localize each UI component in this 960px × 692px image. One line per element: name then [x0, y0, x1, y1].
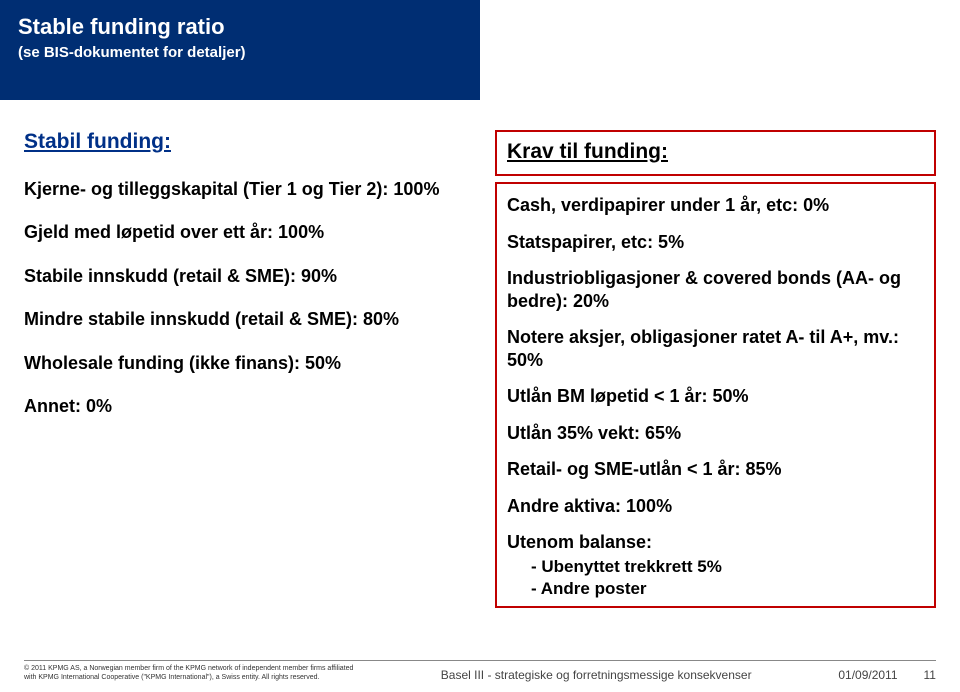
krav-body-box: Cash, verdipapirer under 1 år, etc: 0% S… — [495, 182, 936, 608]
left-line-1: Kjerne- og tilleggskapital (Tier 1 og Ti… — [24, 178, 465, 201]
right-line-3: Industriobligasjoner & covered bonds (AA… — [507, 267, 924, 312]
body: Stabil funding: Kjerne- og tilleggskapit… — [0, 100, 960, 608]
footer-date: 01/09/2011 — [838, 668, 897, 682]
right-line-5: Utlån BM løpetid < 1 år: 50% — [507, 385, 924, 408]
footer-right: 01/09/2011 11 — [838, 668, 936, 682]
right-line-11: - Andre poster — [531, 578, 924, 600]
copyright: © 2011 KPMG AS, a Norwegian member firm … — [24, 665, 354, 682]
left-heading: Stabil funding: — [24, 130, 465, 154]
right-line-10: - Ubenyttet trekkrett 5% — [531, 556, 924, 578]
right-line-7: Retail- og SME-utlån < 1 år: 85% — [507, 458, 924, 481]
krav-heading-box: Krav til funding: — [495, 130, 936, 176]
left-line-5: Wholesale funding (ikke finans): 50% — [24, 352, 465, 375]
right-line-4: Notere aksjer, obligasjoner ratet A- til… — [507, 326, 924, 371]
right-column: Krav til funding: Cash, verdipapirer und… — [495, 130, 936, 608]
slide-subtitle: (se BIS-dokumentet for detaljer) — [18, 44, 462, 61]
right-line-6: Utlån 35% vekt: 65% — [507, 422, 924, 445]
footer: © 2011 KPMG AS, a Norwegian member firm … — [24, 660, 936, 682]
left-line-4: Mindre stabile innskudd (retail & SME): … — [24, 308, 465, 331]
right-line-1: Cash, verdipapirer under 1 år, etc: 0% — [507, 194, 924, 217]
left-line-3: Stabile innskudd (retail & SME): 90% — [24, 265, 465, 288]
right-line-8: Andre aktiva: 100% — [507, 495, 924, 518]
slide: Stable funding ratio (se BIS-dokumentet … — [0, 0, 960, 692]
left-column: Stabil funding: Kjerne- og tilleggskapit… — [24, 130, 465, 608]
left-line-6: Annet: 0% — [24, 395, 465, 418]
left-line-2: Gjeld med løpetid over ett år: 100% — [24, 221, 465, 244]
slide-title: Stable funding ratio — [18, 14, 462, 40]
right-line-2: Statspapirer, etc: 5% — [507, 231, 924, 254]
right-heading: Krav til funding: — [507, 140, 924, 164]
doc-title: Basel III - strategiske og forretningsme… — [441, 668, 752, 682]
footer-page: 11 — [924, 668, 936, 682]
header: Stable funding ratio (se BIS-dokumentet … — [0, 0, 480, 100]
right-line-9: Utenom balanse: — [507, 531, 924, 554]
